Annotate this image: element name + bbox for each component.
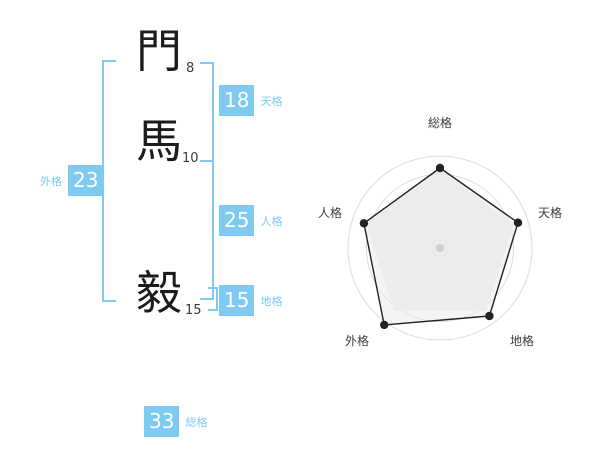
badge-soukaku-value: 33 bbox=[144, 406, 180, 437]
name-character-1: 門 bbox=[136, 24, 182, 78]
radar-data-point-0 bbox=[435, 163, 445, 173]
radar-chart-svg: 総格 天格 地格 外格 人格 bbox=[318, 115, 562, 348]
stroke-count-1: 8 bbox=[186, 61, 195, 76]
name-character-3: 毅 bbox=[136, 266, 182, 320]
badge-chikaku[interactable]: 15 地格 bbox=[219, 285, 282, 316]
chikaku-bracket bbox=[208, 287, 218, 311]
name-character-2: 馬 bbox=[136, 114, 182, 168]
badge-tenkaku-label: 天格 bbox=[260, 94, 283, 108]
radar-axis-label-gaikaku: 外格 bbox=[345, 333, 369, 348]
badge-gaikaku[interactable]: 23 外格 bbox=[40, 165, 104, 196]
jinkaku-bracket bbox=[200, 160, 214, 300]
radar-axis-label-tenkaku: 天格 bbox=[538, 205, 562, 220]
radar-chart: 総格 天格 地格 外格 人格 bbox=[300, 100, 600, 370]
radar-data-point-3 bbox=[380, 320, 389, 330]
tenkaku-bracket bbox=[200, 62, 214, 162]
badge-jinkaku-label: 人格 bbox=[260, 214, 283, 228]
gaikaku-bracket bbox=[102, 60, 116, 302]
badge-gaikaku-value: 23 bbox=[68, 165, 104, 196]
badge-soukaku-label: 総格 bbox=[185, 415, 208, 429]
badge-jinkaku[interactable]: 25 人格 bbox=[219, 205, 282, 236]
radar-axis-label-soukaku: 総格 bbox=[428, 115, 452, 130]
radar-data-point-1 bbox=[513, 218, 523, 227]
stroke-count-2: 10 bbox=[182, 151, 199, 166]
stroke-count-3: 15 bbox=[185, 303, 202, 318]
radar-axis-label-jinkaku: 人格 bbox=[318, 205, 342, 220]
badge-chikaku-value: 15 bbox=[219, 285, 255, 316]
radar-center-dot bbox=[436, 244, 444, 252]
badge-gaikaku-label: 外格 bbox=[40, 174, 62, 188]
badge-tenkaku-value: 18 bbox=[219, 85, 255, 116]
radar-data-point-4 bbox=[359, 219, 369, 228]
radar-data-point-2 bbox=[485, 311, 494, 321]
badge-chikaku-label: 地格 bbox=[260, 294, 283, 308]
radar-data-points bbox=[359, 163, 523, 330]
name-kakusu-diagram: 門 8 馬 10 毅 15 18 天格 25 人格 15 地格 23 外格 33… bbox=[40, 24, 282, 437]
badge-jinkaku-value: 25 bbox=[219, 205, 255, 236]
radar-axis-label-chikaku: 地格 bbox=[510, 333, 534, 348]
badge-tenkaku[interactable]: 18 天格 bbox=[219, 85, 282, 116]
badge-soukaku[interactable]: 33 総格 bbox=[144, 406, 207, 437]
